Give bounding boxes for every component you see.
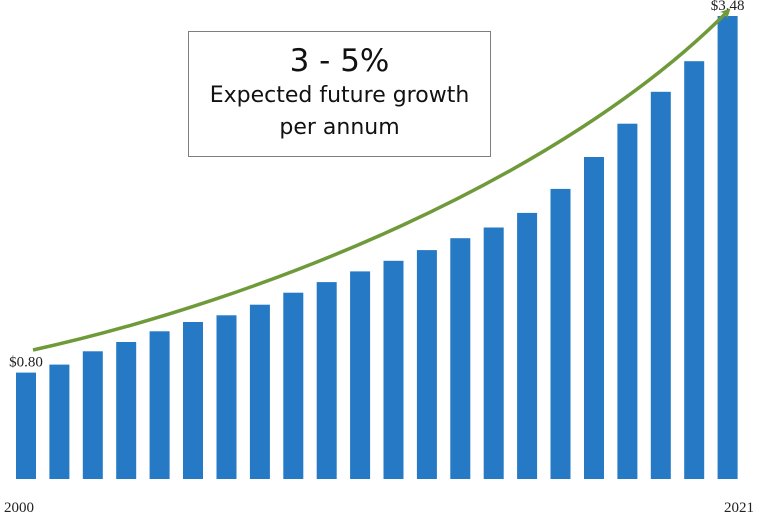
bar-2012 xyxy=(416,250,437,479)
bar-2003 xyxy=(116,342,137,479)
data-labels-group: $0.80 $3.48 xyxy=(9,0,744,371)
bar-2005 xyxy=(183,322,203,479)
bar-2004 xyxy=(149,331,170,479)
bar-2011 xyxy=(383,260,404,479)
bar-2001 xyxy=(49,364,70,479)
bar-2008 xyxy=(283,292,304,479)
bar-2016 xyxy=(550,188,571,479)
data-label-2000: $0.80 xyxy=(9,355,43,371)
growth-trend-arrow xyxy=(32,8,731,352)
bar-2002 xyxy=(82,351,103,479)
bar-2000 xyxy=(16,372,36,479)
x-tick-label-2021: 2021 xyxy=(724,500,754,516)
bar-2010 xyxy=(350,271,371,479)
data-label-2021: $3.48 xyxy=(711,0,745,14)
bar-2021 xyxy=(717,16,738,479)
callout-text-line-2: per annum xyxy=(279,115,400,140)
callout-headline: 3 - 5% xyxy=(289,43,390,79)
growth-callout-box: 3 - 5% Expected future growth per annum xyxy=(188,31,491,157)
bar-2009 xyxy=(316,282,337,479)
bar-2018 xyxy=(617,123,638,479)
bar-2013 xyxy=(450,238,471,479)
bar-2017 xyxy=(584,157,604,479)
callout-text-line-1: Expected future growth xyxy=(209,83,470,108)
bar-2006 xyxy=(216,315,237,479)
bar-2014 xyxy=(483,227,504,479)
bars-group xyxy=(16,16,738,480)
x-tick-labels-group: 2000 2021 xyxy=(4,500,754,516)
bar-2015 xyxy=(517,212,538,479)
bar-2019 xyxy=(650,91,671,480)
bar-2007 xyxy=(249,304,270,479)
x-tick-label-2000: 2000 xyxy=(4,500,34,516)
bar-2020 xyxy=(684,61,705,479)
